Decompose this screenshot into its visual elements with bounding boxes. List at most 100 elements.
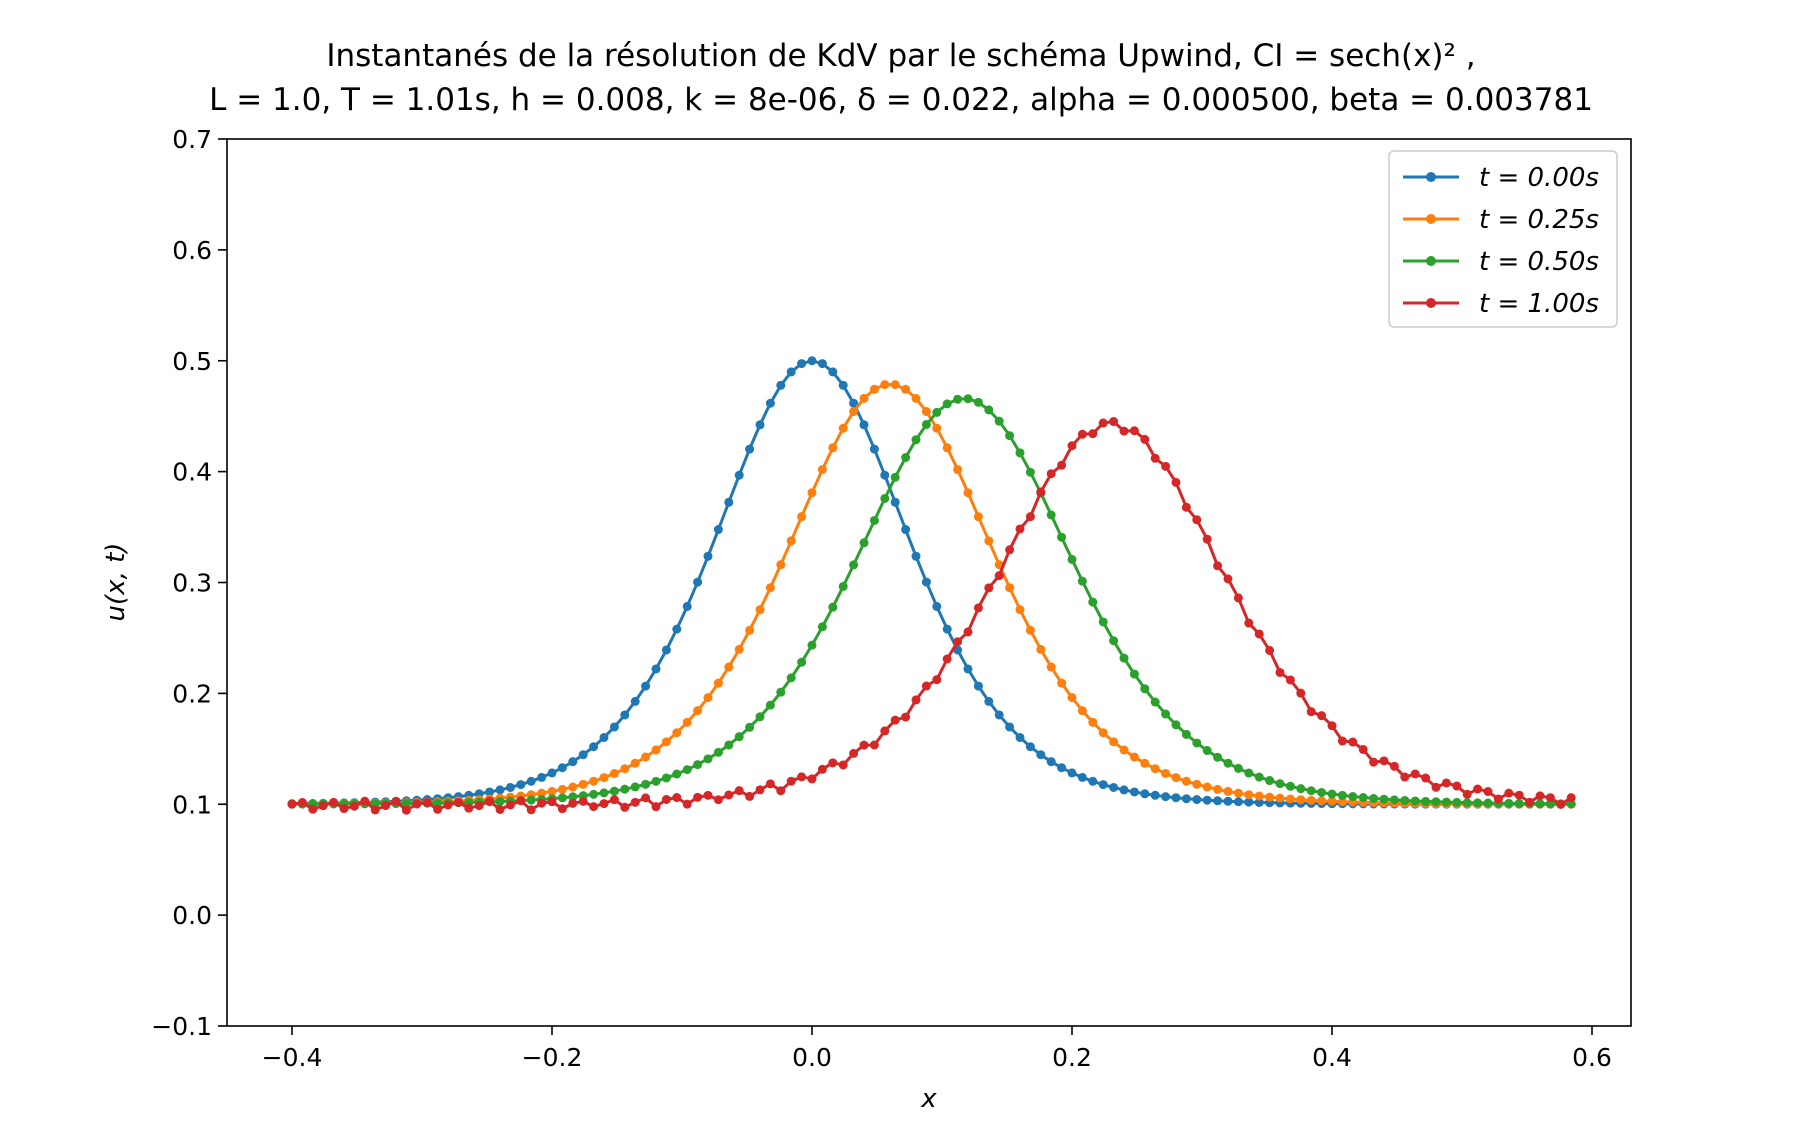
data-point — [568, 757, 578, 767]
data-point — [557, 763, 567, 773]
data-point — [713, 525, 723, 535]
data-point — [703, 693, 713, 703]
data-point — [786, 673, 796, 683]
data-point — [1400, 795, 1410, 805]
data-point — [339, 804, 349, 814]
data-point — [1202, 534, 1212, 544]
data-point — [1285, 781, 1295, 791]
data-point — [453, 797, 463, 807]
data-point — [1254, 772, 1264, 782]
data-point — [932, 675, 942, 685]
data-point — [1213, 796, 1223, 806]
data-point — [1088, 717, 1098, 727]
data-point — [1493, 794, 1503, 804]
y-tick-label: 0.5 — [172, 347, 212, 376]
data-point — [422, 797, 432, 807]
data-point — [1525, 797, 1535, 807]
data-point — [973, 681, 983, 691]
data-point — [1369, 757, 1379, 767]
data-point — [381, 801, 391, 811]
data-point — [1535, 791, 1545, 801]
data-point — [755, 785, 765, 795]
data-point — [1275, 793, 1285, 803]
data-point — [932, 601, 942, 611]
data-point — [401, 798, 411, 808]
data-point — [329, 797, 339, 807]
x-axis: −0.4 −0.2 0.0 0.2 0.4 0.6 — [262, 1026, 1612, 1072]
data-point — [661, 737, 671, 747]
data-point — [693, 577, 703, 587]
data-point — [869, 515, 879, 525]
data-point — [859, 538, 869, 548]
data-point — [828, 758, 838, 768]
data-point — [765, 583, 775, 593]
data-point — [1337, 797, 1347, 807]
data-point — [682, 601, 692, 611]
data-point — [1119, 785, 1129, 795]
data-point — [994, 416, 1004, 426]
data-point — [599, 799, 609, 809]
data-point — [1077, 576, 1087, 586]
chart-title-line2: L = 1.0, T = 1.01s, h = 0.008, k = 8e-06… — [209, 82, 1593, 118]
data-point — [693, 760, 703, 770]
data-point — [1213, 561, 1223, 571]
data-point — [1181, 794, 1191, 804]
data-point — [973, 603, 983, 613]
data-point — [1545, 793, 1555, 803]
data-point — [495, 785, 505, 795]
data-point — [1161, 768, 1171, 778]
data-point — [1452, 781, 1462, 791]
series-0 — [287, 356, 1576, 809]
data-point — [776, 786, 786, 796]
chart-title-line1: Instantanés de la résolution de KdV par … — [326, 38, 1475, 74]
data-point — [942, 624, 952, 634]
data-point — [1483, 787, 1493, 797]
data-point — [984, 536, 994, 546]
y-tick-label: −0.1 — [151, 1012, 212, 1041]
data-point — [1150, 790, 1160, 800]
data-point — [797, 772, 807, 782]
legend-marker — [1426, 214, 1436, 224]
data-point — [713, 795, 723, 805]
data-point — [349, 801, 359, 811]
data-point — [672, 728, 682, 738]
data-point — [1171, 720, 1181, 730]
data-point — [599, 773, 609, 783]
data-point — [474, 801, 484, 811]
x-tick-label: 0.2 — [1052, 1043, 1092, 1072]
data-point — [651, 776, 661, 786]
data-point — [942, 399, 952, 409]
data-point — [620, 784, 630, 794]
data-point — [433, 798, 443, 808]
data-point — [911, 551, 921, 561]
data-point — [849, 398, 859, 408]
data-point — [1473, 784, 1483, 794]
y-tick-label: 0.1 — [172, 790, 212, 819]
data-point — [609, 722, 619, 732]
data-point — [1379, 794, 1389, 804]
data-point — [1285, 794, 1295, 804]
series-line — [291, 419, 1573, 813]
data-point — [911, 695, 921, 705]
x-tick-label: −0.4 — [262, 1043, 323, 1072]
data-point — [734, 644, 744, 654]
data-point — [485, 796, 495, 806]
data-point — [1025, 625, 1035, 635]
data-point — [797, 359, 807, 369]
data-point — [859, 740, 869, 750]
data-point — [984, 696, 994, 706]
data-point — [1254, 797, 1264, 807]
data-point — [765, 398, 775, 408]
data-point — [703, 754, 713, 764]
legend-box — [1388, 150, 1618, 328]
data-point — [1161, 461, 1171, 471]
data-point — [1327, 789, 1337, 799]
legend: t = 0.00s t = 0.25s t = 0.50s t = 1.00s — [1388, 150, 1618, 328]
data-point — [1046, 510, 1056, 520]
data-point — [1244, 790, 1254, 800]
data-point — [890, 497, 900, 507]
data-point — [609, 768, 619, 778]
data-point — [1358, 793, 1368, 803]
data-point — [1223, 758, 1233, 768]
